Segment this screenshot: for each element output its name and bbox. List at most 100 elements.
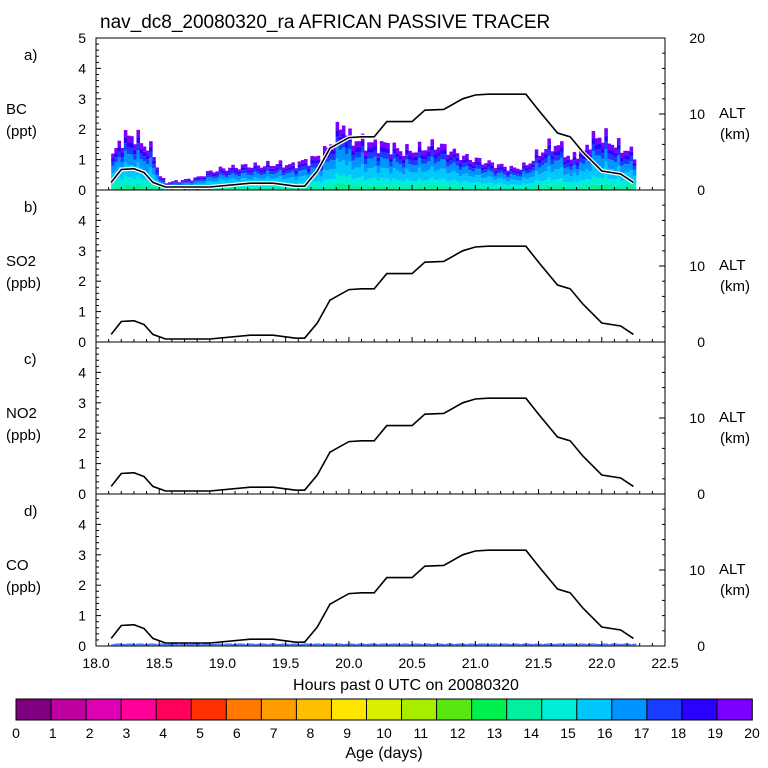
age-bar <box>158 644 163 646</box>
age-bar <box>408 164 412 172</box>
panel-letter: c) <box>24 351 37 368</box>
age-bar <box>506 188 510 190</box>
colorbar-swatch <box>716 698 753 721</box>
age-bar <box>180 181 185 183</box>
age-bar <box>462 163 466 168</box>
age-bar <box>383 168 387 179</box>
colorbar-swatch <box>576 698 613 721</box>
age-bar <box>534 149 539 155</box>
age-bar <box>383 152 387 159</box>
age-bar <box>373 184 378 189</box>
age-bar <box>262 171 267 175</box>
age-bar <box>285 165 289 169</box>
age-bar <box>405 159 409 169</box>
age-bar <box>278 170 283 177</box>
age-bar <box>512 167 517 171</box>
age-bar <box>455 644 460 646</box>
age-bar <box>525 184 529 188</box>
age-bar <box>316 186 321 189</box>
age-bar <box>556 160 561 170</box>
age-bar <box>487 166 491 171</box>
age-bar <box>187 182 191 185</box>
age-bar <box>310 167 314 175</box>
age-bar <box>575 175 580 183</box>
age-bar <box>329 188 333 190</box>
age-bar <box>604 161 608 176</box>
age-bar <box>114 148 118 154</box>
age-bar <box>285 187 289 190</box>
y-tick-label: 4 <box>78 364 86 380</box>
age-bar <box>512 172 517 176</box>
age-bar <box>224 644 229 646</box>
age-bar <box>411 160 416 166</box>
age-bar <box>120 188 125 190</box>
age-bar <box>436 161 441 171</box>
age-bar <box>243 169 248 173</box>
age-bar <box>620 186 624 189</box>
age-bar <box>294 179 299 185</box>
age-bar <box>563 157 567 162</box>
age-bar <box>364 186 368 189</box>
age-bar <box>481 178 485 184</box>
age-bar <box>550 180 555 187</box>
age-bar <box>477 161 482 166</box>
colorbar-tick-label: 16 <box>597 725 613 741</box>
age-bar <box>313 188 318 190</box>
colorbar-title: Age (days) <box>345 745 422 762</box>
age-bar <box>142 188 147 190</box>
colorbar-tick-label: 14 <box>523 725 539 741</box>
age-bar <box>386 185 390 189</box>
panel-co: 0 1 2 3 4 0 10 d) CO (ppb) ALT (km) <box>6 493 750 654</box>
units-label: (ppb) <box>6 427 41 444</box>
age-bar <box>266 160 270 165</box>
age-bar <box>430 156 435 167</box>
age-bar <box>338 136 343 143</box>
age-bar <box>379 185 384 189</box>
age-bar <box>304 644 308 646</box>
y-tick-label: 5 <box>78 30 86 46</box>
age-bar <box>499 166 504 170</box>
age-bar <box>379 178 384 186</box>
age-bar <box>149 644 153 645</box>
age-bar <box>376 153 381 158</box>
age-bar <box>149 185 153 189</box>
age-bar <box>111 188 115 190</box>
age-bar <box>206 177 210 182</box>
colorbar-swatch <box>365 698 403 721</box>
colorbar-swatch <box>436 698 473 721</box>
age-bar <box>563 161 567 165</box>
age-bar <box>310 188 314 190</box>
age-bar <box>544 188 548 190</box>
age-bar <box>594 184 599 189</box>
age-bar <box>193 644 197 645</box>
age-bar <box>462 186 466 189</box>
age-bar <box>218 187 223 190</box>
age-bar <box>212 188 216 190</box>
age-bar <box>405 144 409 150</box>
age-bar <box>531 187 536 190</box>
age-bar <box>420 159 425 164</box>
age-bar <box>180 183 185 186</box>
age-bar <box>190 189 194 190</box>
age-bar <box>126 154 131 165</box>
age-bar <box>291 177 295 184</box>
age-bar <box>307 168 311 172</box>
x-tick-labels: 18.0 18.5 19.0 19.5 20.0 20.5 21.0 21.5 22.0 22.5 <box>82 655 678 671</box>
age-bar <box>512 179 517 185</box>
age-bar <box>414 165 419 173</box>
age-bar <box>525 644 529 646</box>
age-bar <box>537 155 542 160</box>
age-bar <box>288 172 292 179</box>
age-bar <box>465 173 469 182</box>
age-bar <box>142 151 147 157</box>
age-bar <box>446 159 450 163</box>
age-bar <box>300 176 305 183</box>
age-bar <box>579 170 583 180</box>
age-bar <box>427 644 431 646</box>
age-bar <box>477 644 482 646</box>
age-bar <box>607 159 612 169</box>
age-bar <box>392 185 397 189</box>
age-bar <box>471 177 476 184</box>
age-bar <box>310 163 314 168</box>
age-bar <box>433 171 438 181</box>
